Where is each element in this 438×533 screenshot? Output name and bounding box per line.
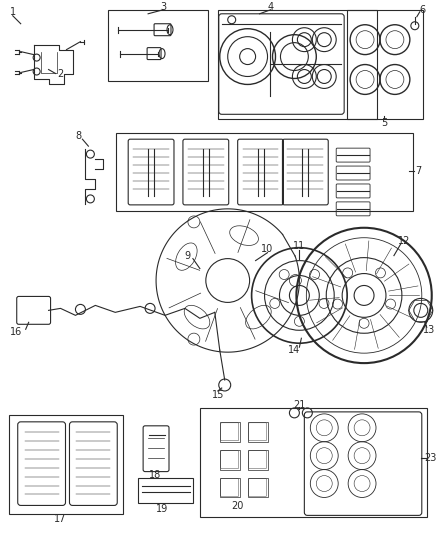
Text: 9: 9 — [185, 251, 191, 261]
Bar — [220, 450, 240, 470]
Bar — [108, 10, 208, 82]
Text: 1: 1 — [10, 7, 16, 17]
Bar — [218, 10, 377, 119]
Text: 6: 6 — [420, 5, 426, 15]
Text: 12: 12 — [398, 236, 410, 246]
Bar — [220, 422, 240, 442]
Bar — [347, 10, 423, 119]
Bar — [220, 478, 240, 497]
Bar — [247, 422, 268, 442]
Text: 11: 11 — [293, 241, 305, 251]
Text: 23: 23 — [424, 453, 437, 463]
Text: 21: 21 — [293, 400, 306, 410]
Text: 15: 15 — [212, 390, 224, 400]
Text: 17: 17 — [54, 514, 67, 524]
Text: 19: 19 — [156, 504, 168, 514]
Text: 18: 18 — [149, 470, 161, 480]
Bar — [200, 408, 427, 518]
Text: 4: 4 — [268, 2, 274, 12]
Bar — [116, 133, 413, 211]
Text: 13: 13 — [423, 325, 435, 335]
Text: 2: 2 — [57, 69, 64, 78]
Text: 20: 20 — [232, 502, 244, 512]
Text: 16: 16 — [10, 327, 22, 337]
Bar — [9, 415, 123, 514]
Text: 8: 8 — [75, 131, 81, 141]
Text: 10: 10 — [261, 244, 274, 254]
Text: 3: 3 — [160, 2, 166, 12]
Bar — [247, 478, 268, 497]
Bar — [247, 450, 268, 470]
Text: 14: 14 — [288, 345, 300, 355]
Bar — [138, 478, 193, 504]
Text: 7: 7 — [416, 166, 422, 176]
Text: 5: 5 — [381, 118, 387, 128]
